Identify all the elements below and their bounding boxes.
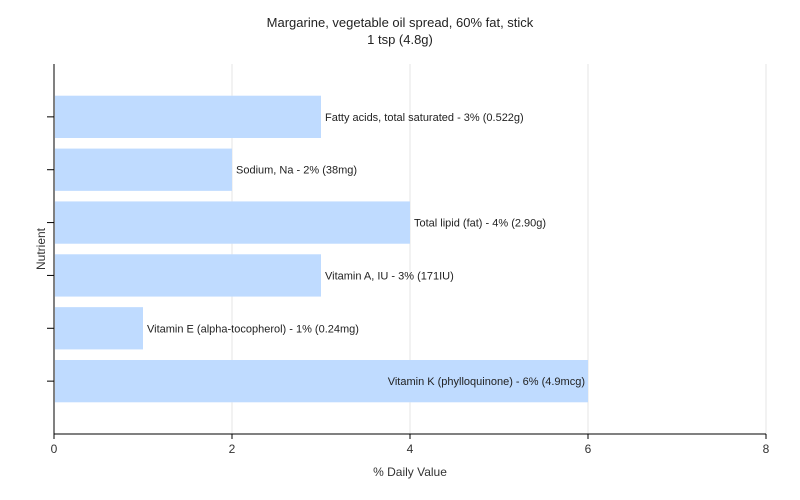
bars (55, 95, 588, 403)
bar-label: Fatty acids, total saturated - 3% (0.522… (325, 112, 524, 124)
x-tick-label: 8 (763, 442, 770, 456)
bar (55, 95, 321, 138)
bar (55, 201, 410, 244)
chart-subtitle: 1 tsp (4.8g) (367, 32, 433, 47)
x-ticks: 0 2 4 6 8 (51, 434, 770, 456)
x-tick-label: 2 (229, 442, 236, 456)
chart-title: Margarine, vegetable oil spread, 60% fat… (267, 15, 534, 30)
bar (55, 307, 143, 350)
x-axis-label: % Daily Value (373, 465, 447, 479)
y-ticks (47, 116, 54, 382)
bar-label: Vitamin K (phylloquinone) - 6% (4.9mcg) (388, 376, 585, 388)
bar-label: Sodium, Na - 2% (38mg) (236, 165, 357, 177)
bar (55, 254, 321, 297)
bar (55, 360, 588, 403)
x-tick-label: 6 (585, 442, 592, 456)
x-tick-label: 0 (51, 442, 58, 456)
bar-label: Vitamin A, IU - 3% (171IU) (325, 270, 454, 282)
bar (55, 148, 232, 191)
bar-label: Total lipid (fat) - 4% (2.90g) (414, 218, 546, 230)
bar-labels: Fatty acids, total saturated - 3% (0.522… (147, 112, 585, 388)
x-tick-label: 4 (407, 442, 414, 456)
bar-label: Vitamin E (alpha-tocopherol) - 1% (0.24m… (147, 323, 359, 335)
y-axis-label: Nutrient (34, 227, 48, 270)
